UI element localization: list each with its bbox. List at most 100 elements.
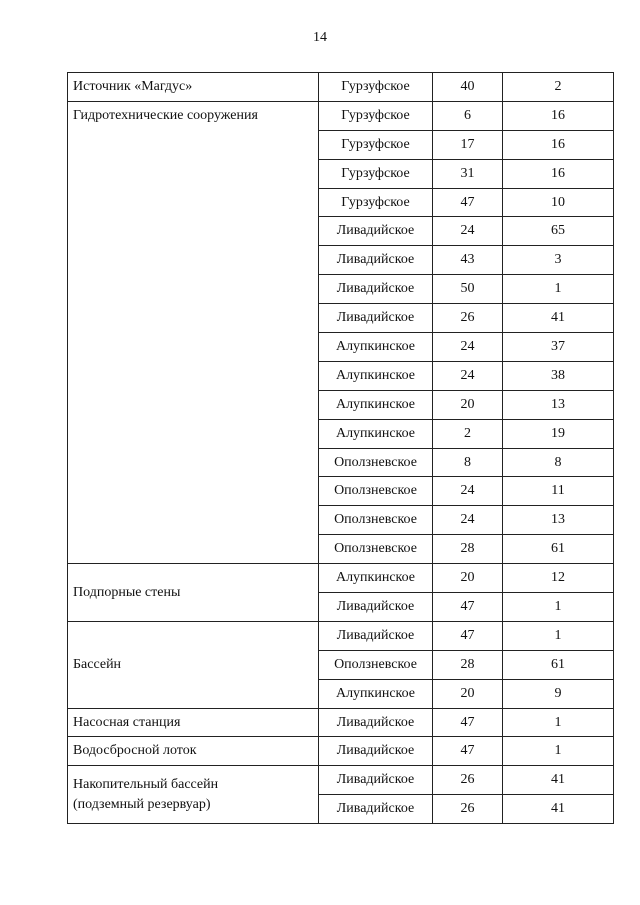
- table-row: Насосная станция Ливадийское 47 1: [67, 707, 614, 738]
- value: 13: [502, 505, 614, 536]
- place: Гурзуфское: [318, 72, 433, 102]
- name-line: (подземный резервуар): [73, 796, 211, 812]
- place: Ливадийское: [318, 794, 433, 825]
- name-line: Насосная станция: [73, 714, 181, 730]
- place: Гурзуфское: [318, 129, 433, 160]
- place: Ливадийское: [318, 592, 433, 622]
- value: 31: [432, 158, 503, 189]
- place: Алупкинское: [318, 563, 433, 594]
- place: Ливадийское: [318, 707, 433, 738]
- table-row: Ливадийское 50 1: [68, 274, 614, 305]
- value: 1: [502, 736, 614, 767]
- value: 37: [502, 332, 614, 362]
- value: 28: [432, 649, 503, 680]
- table-row: Ливадийское 26 41: [68, 794, 614, 825]
- value: 6: [432, 100, 503, 131]
- table-row: Ливадийское 43 3: [68, 245, 614, 276]
- value: 8: [432, 447, 503, 478]
- place: Ливадийское: [318, 216, 433, 247]
- table-row: Гидротехнические сооружения Гурзуфское 6 16: [67, 100, 614, 565]
- place: Алупкинское: [318, 389, 433, 420]
- table-row: Гурзуфское 47 10: [68, 187, 614, 218]
- name-line: Источник «Магдус»: [73, 78, 193, 94]
- value: 2: [432, 418, 503, 449]
- value: 41: [502, 765, 614, 796]
- place: Алупкинское: [318, 418, 433, 449]
- place: Оползневское: [318, 505, 433, 536]
- table-row: Оползневское 8 8: [68, 447, 614, 478]
- value: 10: [502, 187, 614, 218]
- value: 13: [502, 389, 614, 420]
- table-row: Источник «Магдус» Гурзуфское 40 2: [67, 72, 614, 102]
- place: Оползневское: [318, 649, 433, 680]
- name-line: Накопительный бассейн: [73, 776, 219, 792]
- value: 26: [432, 765, 503, 796]
- group-name: Насосная станция: [67, 707, 319, 738]
- place: Оползневское: [318, 476, 433, 507]
- value: 17: [432, 129, 503, 160]
- value: 1: [502, 620, 614, 651]
- value: 61: [502, 649, 614, 680]
- value: 24: [432, 360, 503, 391]
- table-row: Водосбросной лоток Ливадийское 47 1: [67, 736, 614, 767]
- group-name: Бассейн: [67, 620, 319, 709]
- value: 28: [432, 534, 503, 565]
- value: 47: [432, 707, 503, 738]
- value: 40: [432, 72, 503, 102]
- place: Ливадийское: [318, 245, 433, 276]
- value: 1: [502, 274, 614, 305]
- value: 47: [432, 187, 503, 218]
- value: 41: [502, 303, 614, 334]
- value: 16: [502, 129, 614, 160]
- value: 20: [432, 389, 503, 420]
- place: Оползневское: [318, 447, 433, 478]
- name-line: Водосбросной лоток: [73, 743, 197, 759]
- table-row: Гурзуфское 31 16: [68, 158, 614, 189]
- place: Оползневское: [318, 534, 433, 565]
- value: 20: [432, 678, 503, 709]
- value: 9: [502, 678, 614, 709]
- group-name: Накопительный бассейн (подземный резервуа…: [67, 765, 319, 825]
- place: Гурзуфское: [318, 187, 433, 218]
- value: 2: [502, 72, 614, 102]
- place: Ливадийское: [318, 620, 433, 651]
- table-row: Оползневское 24 11: [68, 476, 614, 507]
- table-row: Подпорные стены Алупкинское 20 12: [67, 563, 614, 622]
- value: 24: [432, 332, 503, 362]
- name-line: Гидротехнические сооружения: [73, 107, 258, 123]
- value: 11: [502, 476, 614, 507]
- value: 38: [502, 360, 614, 391]
- value: 26: [432, 303, 503, 334]
- table-row: Гурзуфское 17 16: [68, 129, 614, 160]
- table-row: Ливадийское 26 41: [68, 303, 614, 334]
- table-row: Бассейн Ливадийское 47 1: [67, 620, 614, 709]
- place: Гурзуфское: [318, 158, 433, 189]
- place: Алупкинское: [318, 678, 433, 709]
- table-body: Источник «Магдус» Гурзуфское 40 2 Гидротехни…: [67, 72, 614, 825]
- value: 1: [502, 592, 614, 622]
- value: 41: [502, 794, 614, 825]
- table: Источник «Магдус» Гурзуфское 40 2 Гидротехни…: [67, 72, 614, 825]
- value: 24: [432, 476, 503, 507]
- group-name: Подпорные стены: [67, 563, 319, 622]
- value: 65: [502, 216, 614, 247]
- value: 20: [432, 563, 503, 594]
- place: Ливадийское: [318, 274, 433, 305]
- table-row: Оползневское 28 61: [68, 534, 614, 565]
- table-row: Ливадийское 24 65: [68, 216, 614, 247]
- name-line: Подпорные стены: [73, 584, 181, 600]
- value: 47: [432, 736, 503, 767]
- value: 24: [432, 505, 503, 536]
- value: 50: [432, 274, 503, 305]
- table-row: Ливадийское 47 1: [68, 592, 614, 622]
- place: Алупкинское: [318, 332, 433, 362]
- value: 24: [432, 216, 503, 247]
- value: 61: [502, 534, 614, 565]
- value: 3: [502, 245, 614, 276]
- place: Гурзуфское: [318, 100, 433, 131]
- group-name: Гидротехнические сооружения: [67, 100, 319, 565]
- value: 1: [502, 707, 614, 738]
- place: Ливадийское: [318, 765, 433, 796]
- place: Ливадийское: [318, 303, 433, 334]
